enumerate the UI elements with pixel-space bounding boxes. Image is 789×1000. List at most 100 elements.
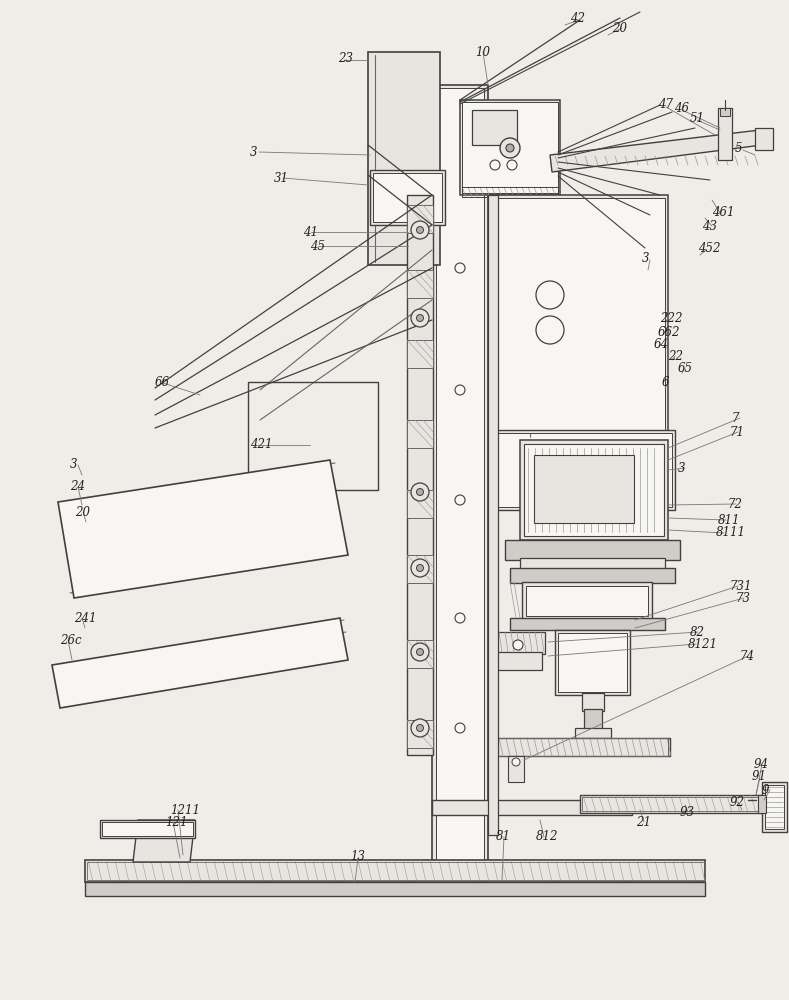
Bar [432,85,488,875]
Bar [87,862,705,880]
Bar [460,100,560,195]
Bar [432,800,632,815]
Circle shape [417,488,424,495]
Bar [508,756,524,782]
Bar [765,785,784,829]
Text: 41: 41 [303,226,318,238]
Circle shape [455,723,465,733]
Bar [490,430,675,510]
Text: 91: 91 [752,770,767,784]
Text: 13: 13 [350,850,365,863]
Bar [493,198,665,442]
Circle shape [411,483,429,501]
Circle shape [411,221,429,239]
Bar [102,822,193,836]
Polygon shape [407,420,433,448]
Text: 3: 3 [678,462,686,475]
Text: 51: 51 [690,111,705,124]
Text: 241: 241 [74,611,96,624]
Circle shape [411,559,429,577]
Text: 47: 47 [658,99,673,111]
Polygon shape [407,270,433,298]
Text: 662: 662 [658,326,680,338]
Circle shape [417,314,424,322]
Text: 42: 42 [570,11,585,24]
Circle shape [536,281,564,309]
Bar [493,433,672,507]
Circle shape [411,643,429,661]
Polygon shape [407,205,433,233]
Bar [490,632,545,654]
Text: 121: 121 [165,816,188,828]
Text: 93: 93 [680,806,695,818]
Text: 452: 452 [698,241,720,254]
Circle shape [417,724,424,732]
Bar [510,618,665,630]
Bar [526,586,648,616]
Bar [575,728,611,738]
Bar [492,652,542,670]
Text: 3: 3 [250,145,257,158]
Text: 23: 23 [338,51,353,64]
Text: 31: 31 [274,172,289,184]
Bar [472,110,517,145]
Bar [580,795,775,813]
Text: 65: 65 [678,361,693,374]
Bar [373,173,442,222]
Bar [520,558,665,570]
Text: 3: 3 [642,251,649,264]
Text: 3: 3 [70,458,77,472]
Bar [436,88,484,874]
Text: 24: 24 [70,481,85,493]
Text: 21: 21 [636,816,651,828]
Text: 64: 64 [654,338,669,351]
Text: 46: 46 [674,102,689,114]
Bar [582,693,604,711]
Bar [558,633,627,692]
Text: 26c: 26c [60,634,81,647]
Circle shape [417,564,424,572]
Bar [720,108,730,116]
Text: 1211: 1211 [170,804,200,816]
Polygon shape [52,618,348,708]
Bar [718,108,732,160]
Bar [555,630,630,695]
Text: 421: 421 [250,438,272,452]
Polygon shape [407,555,433,583]
Bar [85,860,705,882]
Bar [85,882,705,896]
Bar [490,738,670,756]
Circle shape [417,227,424,233]
Text: 8111: 8111 [716,526,746,540]
Bar [505,540,680,560]
Text: 92: 92 [730,796,745,808]
Circle shape [506,144,514,152]
Bar [510,568,675,583]
Circle shape [455,385,465,395]
Circle shape [513,640,523,650]
Text: 20: 20 [612,21,627,34]
Circle shape [455,495,465,505]
Bar [100,820,195,838]
Bar [522,582,652,620]
Bar [534,455,634,523]
Circle shape [490,160,500,170]
Bar [762,782,787,832]
Text: 72: 72 [728,497,743,510]
Text: 9: 9 [762,784,769,796]
Bar [584,709,602,731]
Text: 82: 82 [690,626,705,639]
Bar [492,738,668,756]
Bar [758,795,766,813]
Circle shape [512,758,520,766]
Bar [462,187,558,197]
Text: 731: 731 [730,580,753,592]
Text: 20: 20 [75,506,90,518]
Bar [524,444,664,536]
Text: 66: 66 [155,375,170,388]
Text: 94: 94 [754,758,769,770]
Circle shape [455,613,465,623]
Text: 10: 10 [475,45,490,58]
Text: 222: 222 [660,312,682,324]
Circle shape [411,719,429,737]
